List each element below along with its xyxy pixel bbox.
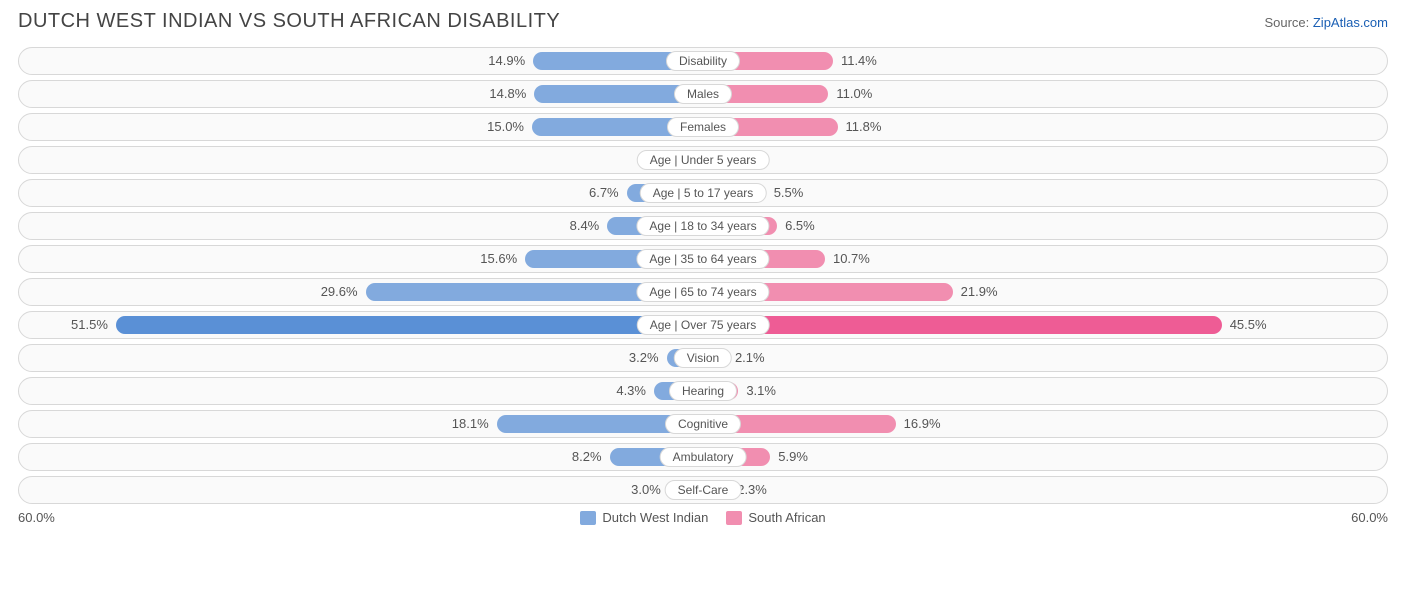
value-label-right: 21.9% (961, 284, 998, 299)
category-pill: Hearing (669, 381, 737, 401)
category-pill: Age | 65 to 74 years (636, 282, 769, 302)
legend-item-right: South African (726, 510, 825, 525)
category-pill: Females (667, 117, 739, 137)
chart-row: 14.8% 11.0% Males (18, 80, 1388, 108)
value-label-left: 3.2% (629, 350, 659, 365)
legend-item-left: Dutch West Indian (580, 510, 708, 525)
value-label-right: 6.5% (785, 218, 815, 233)
value-label-left: 51.5% (71, 317, 108, 332)
chart-row: 14.9% 11.4% Disability (18, 47, 1388, 75)
value-label-left: 8.4% (570, 218, 600, 233)
category-pill: Males (674, 84, 732, 104)
bar-right (703, 316, 1222, 334)
chart-row: 6.7% 5.5% Age | 5 to 17 years (18, 179, 1388, 207)
legend: Dutch West Indian South African (580, 510, 825, 525)
chart-row: 4.3% 3.1% Hearing (18, 377, 1388, 405)
legend-label-left: Dutch West Indian (602, 510, 708, 525)
value-label-right: 11.4% (841, 53, 877, 68)
chart-row: 18.1% 16.9% Cognitive (18, 410, 1388, 438)
value-label-right: 2.3% (737, 482, 767, 497)
value-label-left: 3.0% (631, 482, 661, 497)
category-pill: Ambulatory (660, 447, 747, 467)
category-pill: Age | 5 to 17 years (640, 183, 767, 203)
chart-row: 8.4% 6.5% Age | 18 to 34 years (18, 212, 1388, 240)
value-label-left: 14.9% (488, 53, 525, 68)
legend-swatch-left (580, 511, 596, 525)
category-pill: Self-Care (665, 480, 742, 500)
category-pill: Cognitive (665, 414, 741, 434)
bar-left (116, 316, 703, 334)
axis-max-right: 60.0% (1351, 510, 1388, 525)
chart-title: DUTCH WEST INDIAN VS SOUTH AFRICAN DISAB… (18, 10, 560, 33)
value-label-right: 10.7% (833, 251, 870, 266)
value-label-right: 11.8% (846, 119, 882, 134)
value-label-left: 8.2% (572, 449, 602, 464)
value-label-right: 2.1% (735, 350, 765, 365)
chart-row: 1.9%1.1%Age | Under 5 years (18, 146, 1388, 174)
value-label-left: 29.6% (321, 284, 358, 299)
category-pill: Vision (674, 348, 732, 368)
category-pill: Age | 35 to 64 years (636, 249, 769, 269)
chart-footer: 60.0% Dutch West Indian South African 60… (18, 510, 1388, 525)
value-label-left: 15.0% (487, 119, 524, 134)
chart-row: 3.0% 2.3%Self-Care (18, 476, 1388, 504)
value-label-right: 3.1% (746, 383, 776, 398)
rows-container: 14.9% 11.4% Disability 14.8% 11.0% Males 15.0%… (18, 47, 1388, 504)
value-label-left: 6.7% (589, 185, 619, 200)
chart-row: 8.2% 5.9% Ambulatory (18, 443, 1388, 471)
value-label-right: 5.9% (778, 449, 808, 464)
value-label-right: 11.0% (836, 86, 872, 101)
value-label-right: 45.5% (1230, 317, 1267, 332)
category-pill: Age | Over 75 years (637, 315, 770, 335)
axis-max-left: 60.0% (18, 510, 55, 525)
value-label-left: 15.6% (480, 251, 517, 266)
value-label-right: 16.9% (904, 416, 941, 431)
value-label-left: 4.3% (616, 383, 646, 398)
source-link[interactable]: ZipAtlas.com (1313, 15, 1388, 30)
chart-row: 51.5% 45.5% Age | Over 75 years (18, 311, 1388, 339)
chart-source: Source: ZipAtlas.com (1264, 15, 1388, 30)
chart-area: 14.9% 11.4% Disability 14.8% 11.0% Males 15.0%… (18, 47, 1388, 587)
category-pill: Disability (666, 51, 740, 71)
chart-header: DUTCH WEST INDIAN VS SOUTH AFRICAN DISAB… (18, 10, 1388, 33)
legend-label-right: South African (748, 510, 825, 525)
chart-row: 29.6% 21.9% Age | 65 to 74 years (18, 278, 1388, 306)
chart-row: 15.0% 11.8% Females (18, 113, 1388, 141)
category-pill: Age | 18 to 34 years (636, 216, 769, 236)
chart-row: 3.2% 2.1%Vision (18, 344, 1388, 372)
chart-row: 15.6% 10.7% Age | 35 to 64 years (18, 245, 1388, 273)
legend-swatch-right (726, 511, 742, 525)
category-pill: Age | Under 5 years (637, 150, 770, 170)
value-label-right: 5.5% (774, 185, 804, 200)
value-label-left: 14.8% (489, 86, 526, 101)
source-label: Source: (1264, 15, 1312, 30)
value-label-left: 18.1% (452, 416, 489, 431)
